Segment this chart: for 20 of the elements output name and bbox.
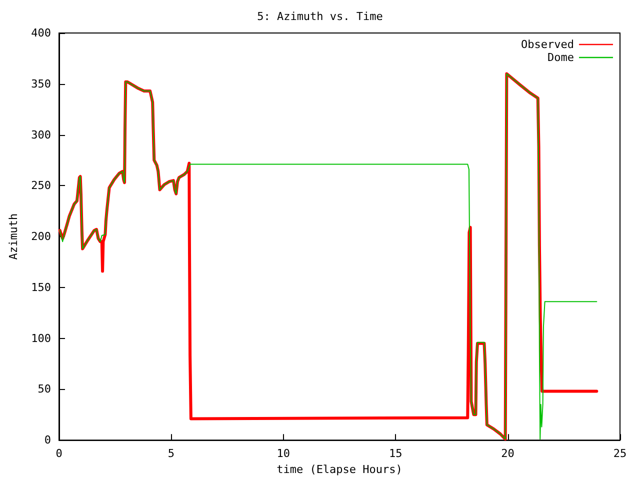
y-tick-label: 400 — [31, 26, 51, 40]
y-axis-title: Azimuth — [7, 213, 20, 260]
x-tick-label: 25 — [613, 447, 627, 460]
x-tick-label: 20 — [501, 447, 514, 460]
y-tick-label: 50 — [38, 382, 51, 396]
y-tick-label: 100 — [31, 332, 51, 345]
y-tick-label: 150 — [31, 280, 51, 294]
y-tick-label: 250 — [31, 179, 51, 192]
legend-label: Observed — [521, 38, 574, 51]
x-tick-label: 5 — [168, 447, 175, 460]
x-tick-label: 0 — [56, 447, 62, 460]
x-tick-label: 10 — [276, 447, 290, 460]
x-axis-title: time (Elapse Hours) — [276, 463, 402, 476]
chart-title: 5: Azimuth vs. Time — [257, 10, 383, 23]
y-tick-label: 0 — [44, 434, 51, 447]
x-tick-label: 15 — [388, 447, 402, 460]
y-tick-label: 200 — [31, 230, 51, 244]
y-tick-label: 300 — [31, 128, 51, 142]
y-tick-label: 350 — [31, 77, 51, 90]
legend-label: Dome — [548, 51, 574, 64]
